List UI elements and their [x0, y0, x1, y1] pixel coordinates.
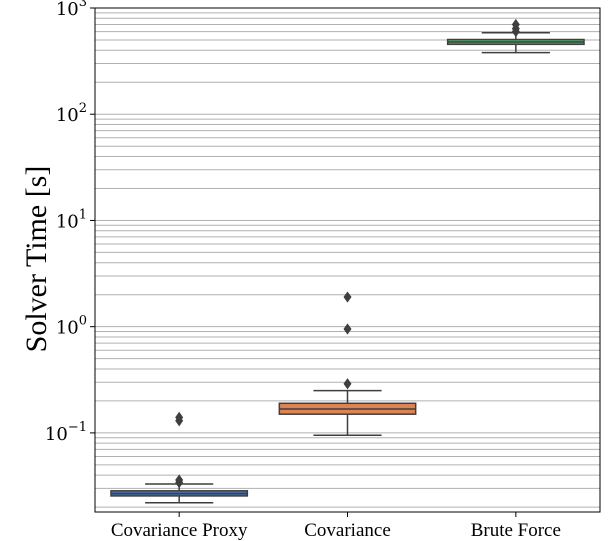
y-tick-label: 102 [56, 101, 87, 126]
outlier-point [343, 323, 352, 335]
y-tick-label: 103 [56, 0, 87, 20]
y-tick-label: 101 [56, 207, 87, 232]
outlier-point [511, 18, 520, 31]
x-category-labels: Covariance Proxy Covariance Brute Force [111, 512, 561, 541]
box-covariance-proxy [110, 411, 249, 504]
x-category-label: Brute Force [471, 520, 561, 541]
y-tick-label: 10−1 [45, 420, 87, 445]
outlier-point [343, 378, 352, 390]
outlier-point [175, 411, 184, 423]
y-ticks: 10−1 100 101 102 103 [45, 0, 95, 445]
x-category-label: Covariance Proxy [111, 520, 248, 541]
outlier-point [343, 291, 352, 303]
plot-frame [94, 7, 601, 513]
outlier-point [175, 474, 184, 486]
box-brute-force [446, 18, 585, 54]
boxes [110, 18, 585, 504]
y-axis-title: Solver Time [s] [20, 166, 53, 353]
box-covariance [278, 291, 417, 437]
y-tick-label: 100 [56, 314, 87, 339]
x-category-label: Covariance [304, 520, 391, 541]
